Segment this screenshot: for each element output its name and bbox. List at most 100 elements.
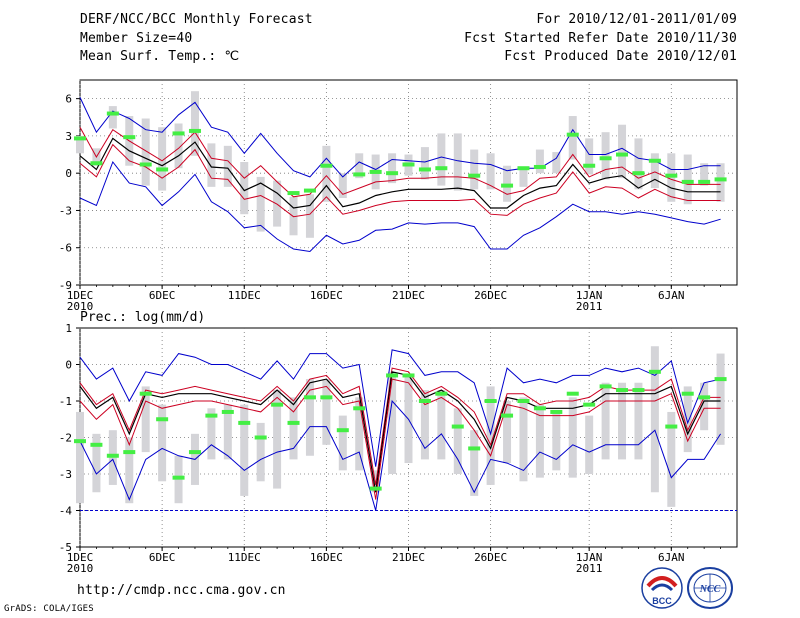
panel1-spread-bar (174, 123, 183, 169)
panel1-observed-marker (156, 167, 169, 172)
panel2-spread-bar (552, 411, 561, 471)
panel2-y-tick-label: -3 (59, 468, 72, 481)
panel1-spread-bar (453, 133, 462, 191)
panel2-observed-marker (238, 420, 251, 425)
panel2-spread-bar (700, 382, 709, 431)
panel2-spread-bar (667, 411, 676, 507)
panel1-observed-marker (172, 131, 185, 136)
bcc-logo-ring (641, 567, 683, 609)
panel1-spread-bar (240, 162, 249, 215)
panel2-x-tick-label: 6JAN (658, 551, 685, 564)
panel2-observed-marker (369, 486, 382, 491)
panel2-x-tick-label: 1JAN (576, 551, 603, 564)
panel1-observed-marker (698, 179, 711, 184)
panel1-observed-marker (139, 162, 152, 167)
ncc-logo: NCC (687, 567, 733, 609)
panel2-x-year-label: 2011 (576, 562, 603, 575)
panel2-observed-marker (583, 402, 596, 407)
panel1-x-tick-label: 21DEC (392, 289, 425, 302)
panel1-x-tick-label: 16DEC (310, 289, 343, 302)
panel2-observed-marker (681, 391, 694, 396)
panel1-observed-marker (468, 173, 481, 178)
panel1-spread-bar (289, 196, 298, 236)
panel2-x-tick-label: 16DEC (310, 551, 343, 564)
panel1-spread-bar (683, 154, 692, 205)
panel2-observed-marker (172, 475, 185, 480)
panel1-x-tick-label: 6JAN (658, 289, 685, 302)
panel1-spread-bar (141, 118, 150, 186)
panel1-observed-marker (418, 167, 431, 172)
panel1-observed-marker (632, 171, 645, 176)
chart-title: DERF/NCC/BCC Monthly Forecast (80, 12, 313, 27)
panel1-spread-bar (568, 116, 577, 160)
panel2-spread-bar (601, 382, 610, 460)
panel2-x-tick-label: 26DEC (474, 551, 507, 564)
panel2-y-tick-label: -4 (59, 505, 73, 518)
panel1-spread-bar (355, 153, 364, 179)
panel1-observed-marker (320, 163, 333, 168)
panel2-spread-bar (256, 422, 265, 482)
panel2-observed-marker (156, 417, 169, 422)
panel1-observed-marker (714, 177, 727, 182)
panel1-spread-bar (535, 149, 544, 174)
panel2-title: Prec.: log(mm/d) (80, 310, 205, 325)
panel2-spread-bar (322, 379, 331, 445)
variable-label: Mean Surf. Temp.: ℃ (80, 49, 240, 64)
panel2-y-tick-label: -2 (59, 432, 72, 445)
panel2-observed-marker (451, 424, 464, 429)
panel2-spread-bar (486, 386, 495, 485)
panel2-series-min-line (79, 399, 722, 511)
panel1-series-min-line (79, 160, 721, 253)
panel2-spread-bar (305, 379, 314, 456)
forecast-range: For 2010/12/01-2011/01/09 (536, 12, 737, 27)
panel2-observed-marker (90, 442, 103, 447)
bcc-logo-text: BCC (652, 596, 672, 606)
grads-credit: GrADS: COLA/IGES (4, 604, 94, 614)
panel2-observed-marker (533, 406, 546, 411)
ncc-logo-text: NCC (699, 584, 721, 595)
panel1-observed-marker (501, 183, 514, 188)
panel1-x-tick-label: 1JAN (576, 289, 603, 302)
panel2-observed-marker (599, 384, 612, 389)
bcc-logo-arc (646, 576, 678, 588)
source-url[interactable]: http://cmdp.ncc.cma.gov.cn (77, 583, 286, 598)
panel1-spread-bar (519, 166, 528, 187)
panel2-observed-marker (714, 377, 727, 382)
panel2-observed-marker (698, 395, 711, 400)
panel1-observed-marker (616, 152, 629, 157)
panel2-observed-marker (418, 399, 431, 403)
panel2-observed-marker (566, 391, 579, 396)
panel2-observed-marker (517, 399, 530, 403)
panel1-y-tick-label: 0 (65, 167, 72, 180)
panel2-spread-bar (519, 397, 528, 482)
panel1-y-tick-label: -6 (59, 242, 72, 255)
panel1-observed-marker (188, 128, 201, 133)
panel1-y-tick-label: 3 (65, 130, 72, 143)
panel2-spread-bar (240, 404, 249, 496)
panel2-spread-bar (92, 433, 101, 493)
panel1-spread-bar (420, 147, 429, 180)
panel2-observed-marker (468, 446, 481, 451)
panel1-observed-marker (533, 164, 546, 169)
panel2-spread-bar (76, 411, 84, 504)
panel2-observed-marker (287, 420, 300, 425)
panel2-observed-marker (616, 388, 629, 393)
panel2-spread-bar (338, 415, 347, 471)
panel2-y-tick-label: -1 (59, 395, 72, 408)
panel2-spread-bar (437, 390, 446, 460)
panel1-spread-bar (634, 138, 643, 190)
panel1-spread-bar (601, 132, 610, 180)
panel2-observed-marker (386, 373, 399, 378)
panel2-spread-bar (618, 382, 627, 460)
panel2-spread-bar (371, 470, 380, 493)
panel2-spread-bar (535, 404, 544, 478)
panel2-observed-marker (501, 413, 514, 418)
panel1-observed-marker (402, 162, 415, 167)
panel1-spread-bar (486, 153, 495, 190)
panel2-y-tick-label: 1 (65, 322, 72, 335)
panel1-observed-marker (303, 188, 316, 193)
panel2-spread-bar (716, 353, 725, 445)
panel1-spread-bar (256, 176, 265, 232)
